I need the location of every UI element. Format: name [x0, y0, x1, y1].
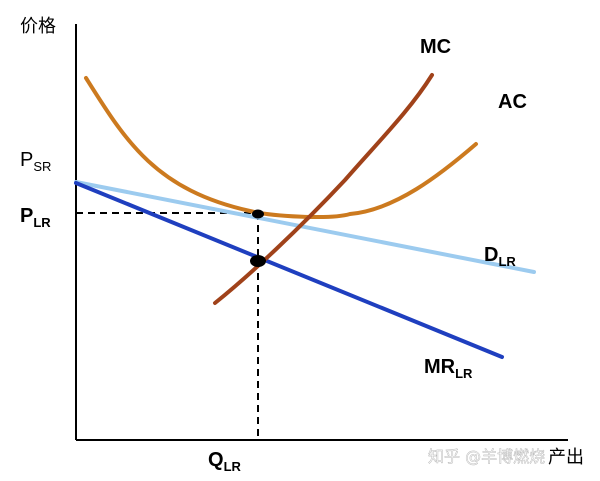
mc-curve — [213, 73, 434, 305]
ac-label: AC — [498, 91, 527, 113]
demand-label: DLR — [484, 244, 516, 269]
x-axis-label: 产出 — [548, 447, 584, 468]
demand-curve — [74, 180, 536, 274]
watermark: 知乎 @羊博燃烧 — [428, 447, 545, 466]
equilibrium-point-price — [252, 209, 264, 219]
q-lr-label: QLR — [208, 449, 242, 474]
equilibrium-point-mr-mc — [250, 255, 266, 267]
y-axis-label: 价格 — [20, 16, 56, 37]
ac-curve — [84, 76, 478, 220]
mr-curve — [74, 181, 504, 359]
p-lr-label: PLR — [20, 205, 51, 230]
mr-label: MRLR — [424, 356, 473, 381]
p-sr-label: PSR — [20, 149, 51, 174]
mc-label: MC — [420, 36, 451, 58]
